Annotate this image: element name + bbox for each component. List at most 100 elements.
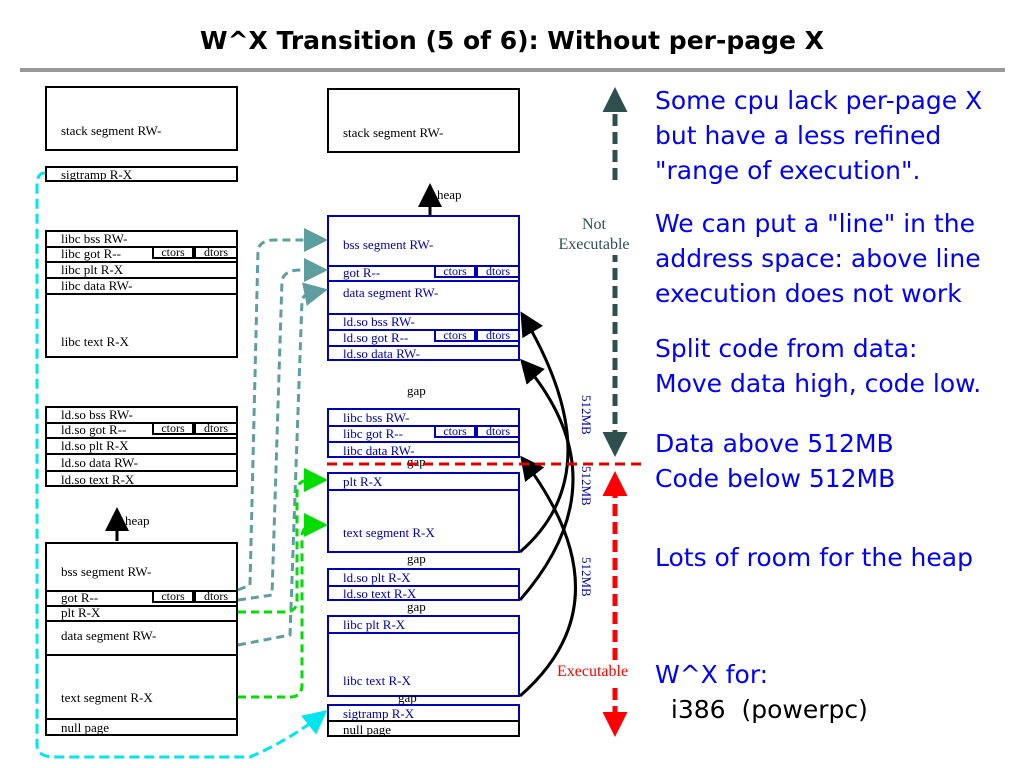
ldso-data: ld.so data RW- — [343, 346, 420, 361]
note-line: Code below 512MB — [655, 464, 896, 493]
ctors-box: ctors — [434, 265, 476, 278]
left-stack-segment: stack segment RW- — [45, 86, 238, 151]
ldso-bss: ld.so bss RW- — [343, 314, 415, 329]
got: got R-- — [343, 265, 381, 280]
ctors-box: ctors — [434, 329, 476, 342]
note-line: We can put a "line" in the — [655, 209, 975, 238]
ldso-plt: ld.so plt R-X — [61, 438, 129, 453]
ctors-box: ctors — [152, 246, 194, 259]
not-executable-label: Not Executable — [548, 215, 640, 255]
main-code-group: plt R-X text segment R-X — [327, 472, 520, 553]
label: sigtramp R-X — [61, 167, 133, 182]
left-sigtramp: sigtramp R-X — [45, 166, 238, 182]
green-arrow-text — [238, 513, 328, 699]
right-heap-label: heap — [437, 187, 462, 202]
note-line: address space: above line — [655, 244, 981, 273]
note-line: Data above 512MB — [655, 429, 894, 458]
plt: plt R-X — [343, 474, 383, 489]
size-label-3: 512MB — [579, 557, 594, 597]
data-segment: data segment RW- — [61, 628, 157, 643]
ldso-bss: ld.so bss RW- — [61, 407, 133, 422]
dtors-box: dtors — [476, 425, 518, 438]
libc-got: libc got R-- — [343, 426, 403, 441]
ldso-data: ld.so data RW- — [61, 455, 138, 470]
note-line: execution does not work — [655, 279, 962, 308]
note-line: but have a less refined — [655, 121, 942, 150]
note-heap-room: Lots of room for the heap — [655, 540, 973, 575]
ctors-box: ctors — [152, 422, 194, 435]
curve-libc-text-to-libc-data — [519, 455, 577, 698]
note-line: Split code from data: — [655, 334, 918, 363]
note-512mb: Data above 512MB Code below 512MB — [655, 426, 895, 496]
libc-bss: libc bss RW- — [343, 410, 410, 425]
ldso-got: ld.so got R-- — [343, 330, 409, 345]
note-split-code: Split code from data: Move data high, co… — [655, 331, 981, 401]
libc-plt: libc plt R-X — [61, 262, 124, 277]
left-heap-label: heap — [125, 513, 150, 528]
null-page: null page — [61, 720, 110, 735]
gap-label: gap — [398, 690, 417, 705]
label: null page — [343, 722, 392, 737]
label: sigtramp R-X — [343, 706, 415, 721]
slide-title: W^X Transition (5 of 6): Without per-pag… — [200, 26, 824, 55]
dtors-box: dtors — [194, 422, 236, 435]
data-segment: data segment RW- — [343, 285, 439, 300]
libc-bss: libc bss RW- — [61, 231, 128, 246]
ctors-box: ctors — [152, 590, 194, 603]
dtors-box: dtors — [476, 329, 518, 342]
got: got R-- — [61, 590, 99, 605]
libc-got: libc got R-- — [61, 246, 121, 261]
upper-data-group: bss segment RW- got R-- ctors dtors data s… — [327, 215, 520, 361]
gap-label: gap — [407, 383, 426, 398]
libc-code-group: libc plt R-X libc text R-X — [327, 615, 520, 697]
gap-label: gap — [407, 599, 426, 614]
left-ldso-group: ld.so bss RW- ld.so got R-- ctors dtors ld… — [45, 406, 238, 487]
title-divider — [20, 68, 1005, 72]
bss-segment: bss segment RW- — [343, 237, 434, 252]
executable-label: Executable — [557, 663, 629, 681]
teal-arrow-bss — [237, 228, 328, 592]
note-line-in-address-space: We can put a "line" in the address space… — [655, 206, 981, 311]
libc-text: libc text R-X — [343, 673, 411, 688]
dtors-box: dtors — [194, 590, 236, 603]
teal-arrow-data — [237, 282, 328, 647]
ldso-got: ld.so got R-- — [61, 422, 127, 437]
right-null-page: null page — [327, 720, 520, 737]
dtors-box: dtors — [476, 265, 518, 278]
libc-plt: libc plt R-X — [343, 617, 406, 632]
libc-data: libc data RW- — [61, 278, 133, 293]
left-libc-group: libc bss RW- libc got R-- ctors dtors libc… — [45, 230, 238, 358]
note-line: Lots of room for the heap — [655, 543, 973, 572]
label-line: Not — [582, 216, 606, 233]
ldso-code-group: ld.so plt R-X ld.so text R-X — [327, 568, 520, 601]
green-arrow-plt — [238, 468, 328, 614]
gap-label: gap — [407, 551, 426, 566]
note-line: Move data high, code low. — [655, 369, 982, 398]
bss-segment: bss segment RW- — [61, 564, 152, 579]
ldso-text: ld.so text R-X — [61, 472, 135, 487]
note-line: Some cpu lack per-page X — [655, 86, 983, 115]
note-line: W^X for: — [655, 660, 769, 689]
label: stack segment RW- — [343, 125, 444, 140]
label-line: Executable — [558, 236, 630, 253]
teal-arrow-got — [237, 258, 328, 602]
right-stack-segment: stack segment RW- — [327, 88, 520, 153]
dtors-box: dtors — [194, 246, 236, 259]
curve-text-to-data — [519, 311, 570, 554]
cyan-arrow-sigtramp — [35, 171, 328, 759]
ctors-box: ctors — [434, 425, 476, 438]
note-line: "range of execution". — [655, 156, 921, 185]
ldso-text: ld.so text R-X — [343, 586, 417, 601]
text-segment: text segment R-X — [61, 690, 153, 705]
note-line: i386 (powerpc) — [655, 695, 868, 724]
curve-ldso-text-to-ldso-data — [518, 358, 575, 601]
label: stack segment RW- — [61, 123, 162, 138]
libc-data: libc data RW- — [343, 443, 415, 458]
libc-text: libc text R-X — [61, 334, 129, 349]
ldso-plt: ld.so plt R-X — [343, 570, 411, 585]
plt: plt R-X — [61, 605, 101, 620]
left-main-group: bss segment RW- got R-- ctors dtors plt R-… — [45, 542, 238, 736]
size-label-2: 512MB — [579, 466, 594, 506]
size-label-1: 512MB — [579, 395, 594, 435]
